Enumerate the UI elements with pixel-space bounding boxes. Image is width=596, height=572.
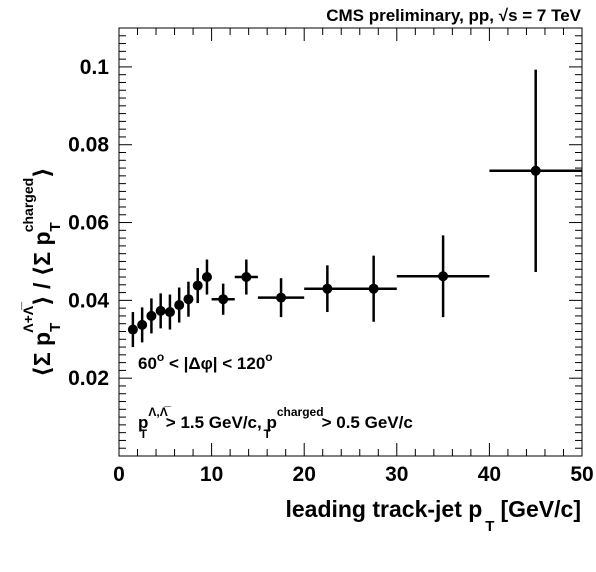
data-point bbox=[137, 307, 148, 343]
data-marker bbox=[137, 319, 148, 330]
data-marker bbox=[322, 283, 333, 294]
data-point bbox=[127, 312, 138, 348]
data-marker bbox=[192, 280, 203, 291]
data-point bbox=[146, 298, 157, 334]
x-tick-label: 40 bbox=[478, 463, 501, 486]
data-point bbox=[164, 294, 175, 330]
x-tick-label: 10 bbox=[200, 463, 223, 486]
data-marker bbox=[201, 272, 212, 283]
data-marker bbox=[530, 165, 541, 176]
data-marker bbox=[155, 305, 166, 316]
data-marker bbox=[276, 292, 287, 303]
annotation-cuts: pΛ,Λ̅ T > 1.5 GeV/c, pcharged T > 0.5 GeV/… bbox=[138, 405, 413, 441]
data-marker bbox=[174, 300, 185, 311]
data-point bbox=[304, 265, 351, 313]
data-marker bbox=[164, 307, 175, 318]
data-point bbox=[257, 278, 305, 318]
data-marker bbox=[438, 271, 449, 282]
x-tick-label: 30 bbox=[385, 463, 408, 486]
data-point bbox=[192, 268, 203, 304]
y-tick-label: 0.1 bbox=[80, 56, 110, 79]
data-points bbox=[127, 69, 582, 348]
x-tick-label: 50 bbox=[570, 463, 593, 486]
chart-header: CMS preliminary, pp, √s = 7 TeV bbox=[326, 6, 581, 25]
data-marker bbox=[368, 283, 379, 294]
y-axis: 0.02 0.04 0.06 0.08 0.1 bbox=[68, 27, 582, 457]
data-point bbox=[350, 255, 397, 322]
data-point bbox=[211, 283, 235, 315]
y-tick-label: 0.08 bbox=[68, 134, 109, 157]
data-point bbox=[396, 235, 490, 318]
data-marker bbox=[127, 324, 138, 335]
data-point bbox=[201, 259, 212, 295]
y-tick-label: 0.02 bbox=[68, 367, 109, 390]
x-axis: 0 10 20 30 40 50 bbox=[113, 28, 594, 486]
data-point bbox=[155, 293, 166, 329]
data-marker bbox=[218, 294, 229, 305]
y-tick-label: 0.04 bbox=[68, 289, 109, 312]
data-point bbox=[489, 69, 582, 272]
y-axis-label: ⟨Σ pTΛ+Λ̅⟩ / ⟨Σ pTcharged⟩ bbox=[20, 167, 64, 376]
x-tick-label: 0 bbox=[113, 463, 125, 486]
annotation-dphi: 60o < |Δφ| < 120o bbox=[138, 350, 273, 373]
data-marker bbox=[241, 272, 252, 283]
data-marker bbox=[183, 294, 194, 305]
data-point bbox=[183, 281, 194, 317]
x-axis-label: leading track-jet pT[GeV/c] bbox=[285, 496, 581, 535]
x-tick-label: 20 bbox=[293, 463, 316, 486]
data-point bbox=[234, 259, 258, 295]
data-point bbox=[174, 287, 185, 323]
y-tick-label: 0.06 bbox=[68, 212, 109, 235]
plot-frame bbox=[118, 27, 583, 457]
data-marker bbox=[146, 310, 157, 321]
